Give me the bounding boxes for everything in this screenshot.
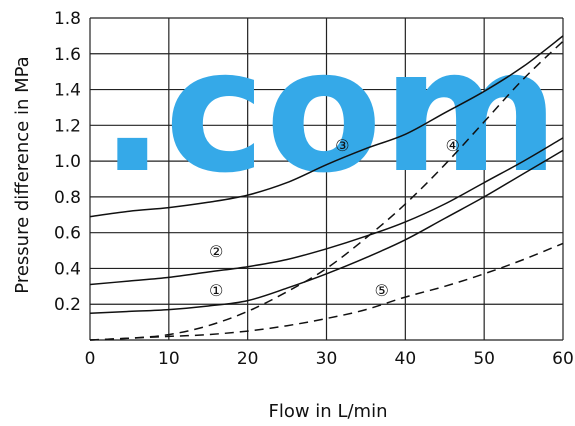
grid [89, 17, 564, 341]
curve-label-1: ① [209, 281, 223, 300]
y-tick-label: 1.0 [54, 152, 81, 172]
x-axis-label: Flow in L/min [269, 401, 388, 422]
watermark-text: .com [100, 13, 559, 211]
y-tick-label: 1.6 [54, 45, 81, 65]
y-axis-label: Pressure difference in MPa [12, 56, 33, 293]
curve-label-4: ④ [445, 136, 459, 155]
series-line-3 [89, 35, 564, 218]
x-tick-label: 60 [552, 349, 574, 369]
curve-label-5: ⑤ [375, 281, 389, 300]
x-tick-label: 40 [395, 349, 417, 369]
y-tick-label: 0.6 [54, 224, 81, 244]
series-group [89, 35, 564, 341]
curve-label-2: ② [209, 242, 223, 261]
curve-labels: ① ② ③ ④ ⑤ [209, 136, 460, 300]
x-tick-label: 0 [85, 349, 96, 369]
x-tick-label: 50 [473, 349, 495, 369]
series-line-1 [89, 149, 564, 314]
curve-label-text: ① [209, 281, 223, 300]
y-tick-label: 1.4 [54, 81, 81, 101]
series-line-4 [89, 40, 564, 341]
x-tick-label: 10 [158, 349, 180, 369]
series-line-2 [89, 137, 564, 286]
tick-labels: 0 10 20 30 40 50 60 0.2 0.4 0.6 0.8 1.0 1.2 1.4 1.6 1.8 [54, 9, 574, 369]
y-tick-label: 0.4 [54, 259, 81, 279]
curve-label-text: ⑤ [375, 281, 389, 300]
x-tick-label: 20 [237, 349, 259, 369]
watermark: .com [100, 13, 559, 211]
curve-label-3: ③ [335, 136, 349, 155]
curve-label-text: ② [209, 242, 223, 261]
y-tick-label: 1.8 [54, 9, 81, 29]
x-tick-label: 30 [316, 349, 338, 369]
y-tick-label: 0.2 [54, 295, 81, 315]
curve-label-text: ④ [445, 136, 459, 155]
curve-label-text: ③ [335, 136, 349, 155]
series-line-5 [89, 242, 564, 341]
y-tick-label: 0.8 [54, 188, 81, 208]
y-tick-label: 1.2 [54, 116, 81, 136]
